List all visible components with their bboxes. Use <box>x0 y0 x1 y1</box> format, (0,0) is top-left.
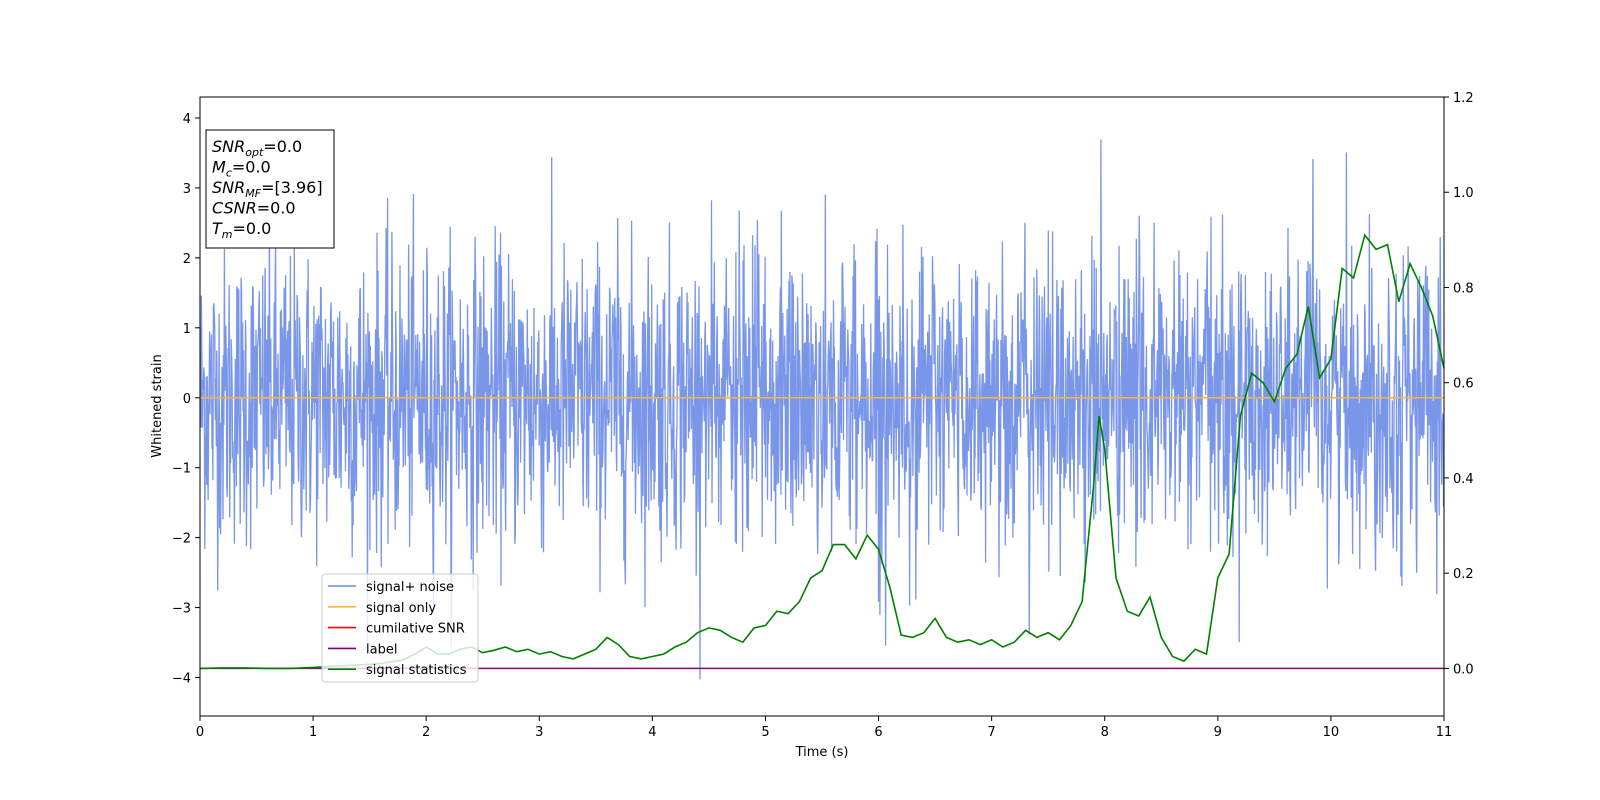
x-tick-label: 2 <box>422 725 430 740</box>
plot-frame <box>199 96 1445 717</box>
legend-entry: signal statistics <box>366 663 467 678</box>
y-tick-label: −2 <box>172 532 191 547</box>
y2-tick-label: 1.2 <box>1453 91 1474 106</box>
x-tick-label: 11 <box>1436 725 1453 740</box>
legend-frame <box>321 573 479 683</box>
y-tick-label: 0 <box>183 392 191 407</box>
x-axis-label: Time (s) <box>795 745 849 760</box>
x-tick-label: 6 <box>874 725 882 740</box>
info-line: SNRMF=[3.96] <box>212 178 323 200</box>
y2-tick-label: 0.8 <box>1453 281 1474 296</box>
series-line-signal-statistics <box>200 233 1444 670</box>
y-axis-label: Whitened strain <box>150 354 165 457</box>
y-tick-label: 1 <box>183 322 191 337</box>
info-box-frame <box>205 129 335 249</box>
x-tick-label: 9 <box>1214 725 1222 740</box>
y-tick-label: 4 <box>183 112 191 127</box>
info-line: SNRopt=0.0 <box>212 137 302 159</box>
signal-noise-series <box>200 139 1444 680</box>
x-tick-label: 4 <box>648 725 656 740</box>
x-tick-label: 1 <box>309 725 317 740</box>
x-tick-label: 8 <box>1101 725 1109 740</box>
y2-tick-label: 0.4 <box>1453 472 1474 487</box>
info-line: Mc=0.0 <box>212 158 271 180</box>
y2-tick-label: 1.0 <box>1453 186 1474 201</box>
y-tick-label: 2 <box>183 252 191 267</box>
legend-entry: cumilative SNR <box>366 622 465 637</box>
legend-entry: label <box>366 642 397 657</box>
legend: signal+ noise signal only cumilative SNR la… <box>321 573 479 683</box>
x-tick-label: 3 <box>535 725 543 740</box>
info-box: SNRopt=0.0Mc=0.0SNRMF=[3.96]CSNR=0.0Tm=0… <box>205 129 335 249</box>
x-tick-label: 0 <box>196 725 204 740</box>
y-tick-label: 3 <box>183 182 191 197</box>
legend-entry: signal+ noise <box>366 580 454 595</box>
y-tick-label: −3 <box>172 602 191 617</box>
info-line: CSNR=0.0 <box>212 199 296 218</box>
y-tick-label: −1 <box>172 462 191 477</box>
legend-entry: signal only <box>366 601 436 616</box>
x-tick-label: 10 <box>1323 725 1340 740</box>
signal-noise-line <box>200 139 1444 680</box>
y-tick-label: −4 <box>172 672 191 687</box>
y2-tick-label: 0.0 <box>1453 662 1474 677</box>
y-axis-left: −4 −3 −2 −1 0 1 2 3 4 <box>172 112 200 687</box>
x-tick-label: 7 <box>987 725 995 740</box>
y2-tick-label: 0.6 <box>1453 377 1474 392</box>
x-axis: 0 1 2 3 4 5 6 7 8 9 10 11 <box>196 716 1452 740</box>
info-line: Tm=0.0 <box>212 219 271 241</box>
y-axis-right: 0.0 0.2 0.4 0.6 0.8 1.0 1.2 <box>1444 91 1474 677</box>
y2-tick-label: 0.2 <box>1453 567 1474 582</box>
x-tick-label: 5 <box>761 725 769 740</box>
